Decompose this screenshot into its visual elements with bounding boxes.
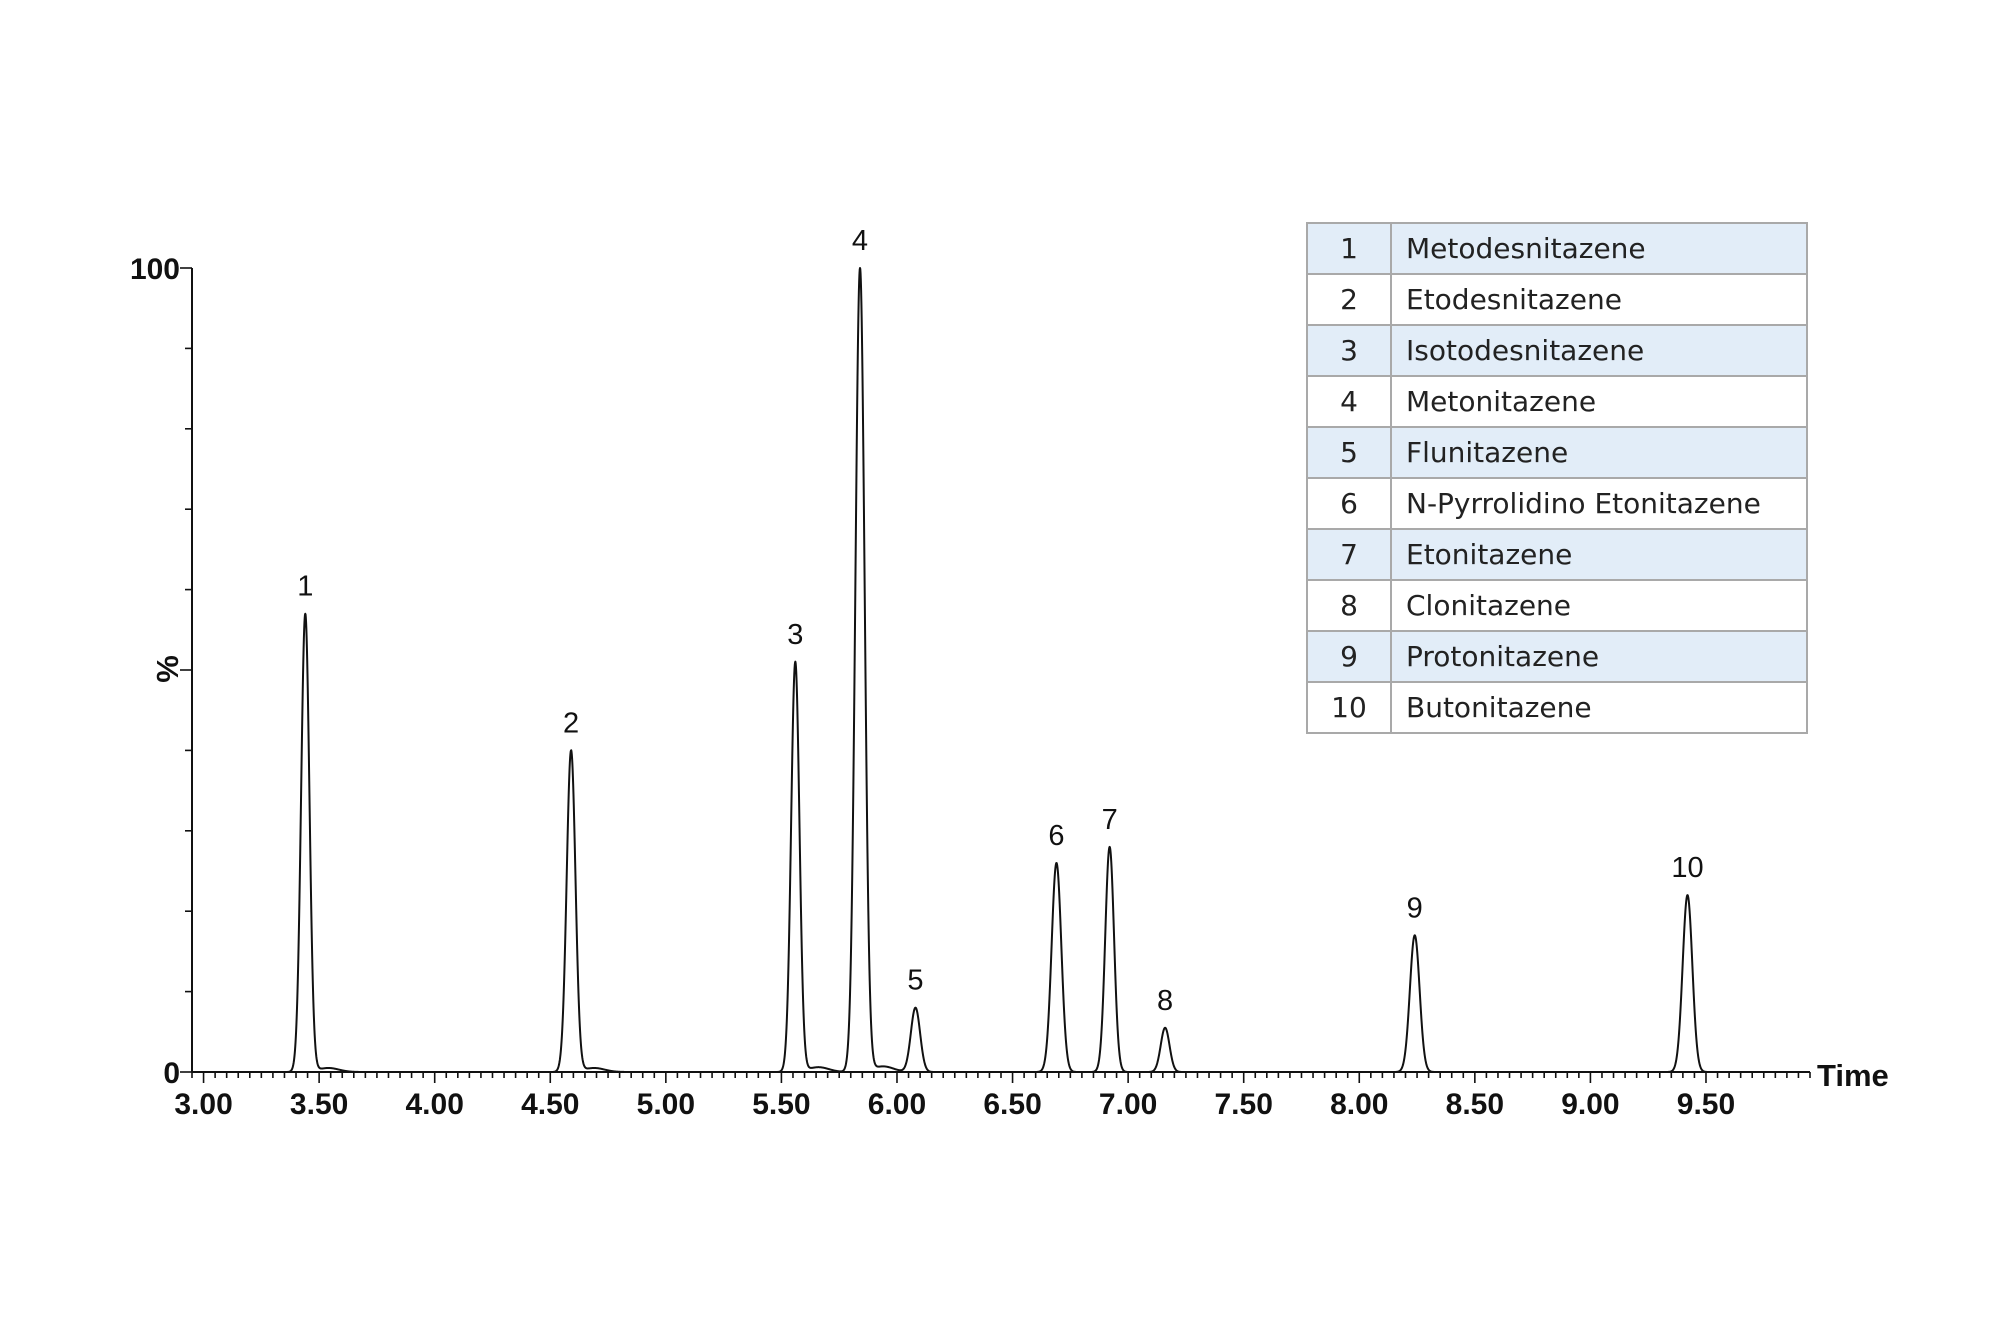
legend-peak-number: 5 (1306, 426, 1392, 479)
peak-label: 3 (787, 619, 803, 651)
legend-compound-name: Flunitazene (1390, 426, 1808, 479)
legend-row: 8 Clonitazene (1306, 579, 1808, 632)
peak-label: 4 (852, 225, 868, 257)
x-tick-label: 7.00 (1099, 1088, 1157, 1121)
peak-label: 6 (1048, 820, 1064, 852)
legend-peak-number: 10 (1306, 681, 1392, 734)
x-tick-label: 9.00 (1561, 1088, 1619, 1121)
x-tick-label: 4.50 (521, 1088, 579, 1121)
peak-label: 5 (907, 965, 923, 997)
x-tick-label: 9.50 (1677, 1088, 1735, 1121)
compound-legend-table: 1 Metodesnitazene 2 Etodesnitazene 3 Isotodes… (1306, 222, 1808, 734)
legend-compound-name: Etodesnitazene (1390, 273, 1808, 326)
legend-row: 1 Metodesnitazene (1306, 222, 1808, 275)
y-axis-ticks (180, 267, 192, 1073)
y-axis-title: % (150, 655, 185, 683)
peak-label: 10 (1671, 852, 1703, 884)
legend-peak-number: 7 (1306, 528, 1392, 581)
legend-peak-number: 3 (1306, 324, 1392, 377)
peak-label: 9 (1407, 892, 1423, 924)
legend-peak-number: 2 (1306, 273, 1392, 326)
x-tick-label: 4.00 (406, 1088, 464, 1121)
legend-compound-name: Isotodesnitazene (1390, 324, 1808, 377)
legend-row: 6 N-Pyrrolidino Etonitazene (1306, 477, 1808, 530)
peak-label: 7 (1102, 804, 1118, 836)
peak-label: 8 (1157, 985, 1173, 1017)
legend-compound-name: N-Pyrrolidino Etonitazene (1390, 477, 1808, 530)
legend-row: 9 Protonitazene (1306, 630, 1808, 683)
legend-row: 3 Isotodesnitazene (1306, 324, 1808, 377)
peak-label: 1 (297, 571, 313, 603)
legend-peak-number: 1 (1306, 222, 1392, 275)
chromatogram-trace (193, 267, 1807, 1073)
x-tick-label: 5.50 (752, 1088, 810, 1121)
x-axis-title: Time (1817, 1058, 1889, 1093)
x-tick-label: 8.00 (1330, 1088, 1388, 1121)
x-tick-label: 6.50 (983, 1088, 1041, 1121)
legend-row: 4 Metonitazene (1306, 375, 1808, 428)
y-tick-label: 100 (130, 253, 180, 286)
legend-row: 10 Butonitazene (1306, 681, 1808, 734)
legend-row: 7 Etonitazene (1306, 528, 1808, 581)
legend-compound-name: Etonitazene (1390, 528, 1808, 581)
legend-peak-number: 6 (1306, 477, 1392, 530)
peak-label: 2 (563, 707, 579, 739)
x-tick-labels: 3.00 3.50 4.00 4.50 5.00 5.50 6.00 6.50 7.00 7.50… (174, 1088, 1735, 1121)
axes: 3.00 3.50 4.00 4.50 5.00 5.50 6.00 6.50 7.00 7.50… (130, 253, 1811, 1121)
x-tick-label: 3.00 (174, 1088, 232, 1121)
legend-peak-number: 4 (1306, 375, 1392, 428)
legend-row: 5 Flunitazene (1306, 426, 1808, 479)
legend-compound-name: Clonitazene (1390, 579, 1808, 632)
y-tick-label: 0 (163, 1057, 180, 1090)
x-axis-ticks (191, 1072, 1811, 1083)
legend-compound-name: Metodesnitazene (1390, 222, 1808, 275)
x-tick-label: 8.50 (1446, 1088, 1504, 1121)
legend-compound-name: Protonitazene (1390, 630, 1808, 683)
legend-peak-number: 9 (1306, 630, 1392, 683)
x-tick-label: 5.00 (637, 1088, 695, 1121)
legend-peak-number: 8 (1306, 579, 1392, 632)
x-tick-label: 6.00 (868, 1088, 926, 1121)
legend-row: 2 Etodesnitazene (1306, 273, 1808, 326)
legend-compound-name: Butonitazene (1390, 681, 1808, 734)
x-tick-label: 3.50 (290, 1088, 348, 1121)
legend-compound-name: Metonitazene (1390, 375, 1808, 428)
y-tick-labels: 0 100 (130, 253, 180, 1090)
x-tick-label: 7.50 (1215, 1088, 1273, 1121)
